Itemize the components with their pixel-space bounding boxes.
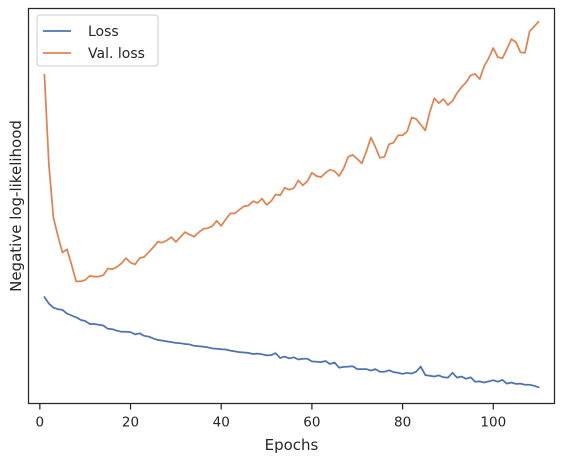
x-axis-label: Epochs bbox=[265, 436, 319, 454]
legend-entries: Loss Val. loss bbox=[43, 24, 145, 62]
plot-area bbox=[27, 7, 556, 405]
series-line-0 bbox=[43, 296, 540, 389]
x-tick-label: 60 bbox=[303, 415, 320, 431]
x-axis-ticks: 0 20 40 60 80 100 bbox=[36, 403, 506, 431]
y-axis-label: Negative log-likelihood bbox=[7, 120, 25, 292]
series-layer bbox=[43, 20, 540, 389]
x-tick-label: 40 bbox=[213, 415, 230, 431]
x-tick-label: 100 bbox=[480, 415, 506, 431]
legend: Loss Val. loss bbox=[36, 14, 159, 67]
x-tick-label: 0 bbox=[36, 415, 45, 431]
x-tick-label: 20 bbox=[122, 415, 139, 431]
legend-label-1: Val. loss bbox=[88, 46, 145, 62]
legend-label-0: Loss bbox=[88, 24, 119, 40]
series-line-1 bbox=[43, 20, 540, 283]
x-tick-label: 80 bbox=[394, 415, 411, 431]
